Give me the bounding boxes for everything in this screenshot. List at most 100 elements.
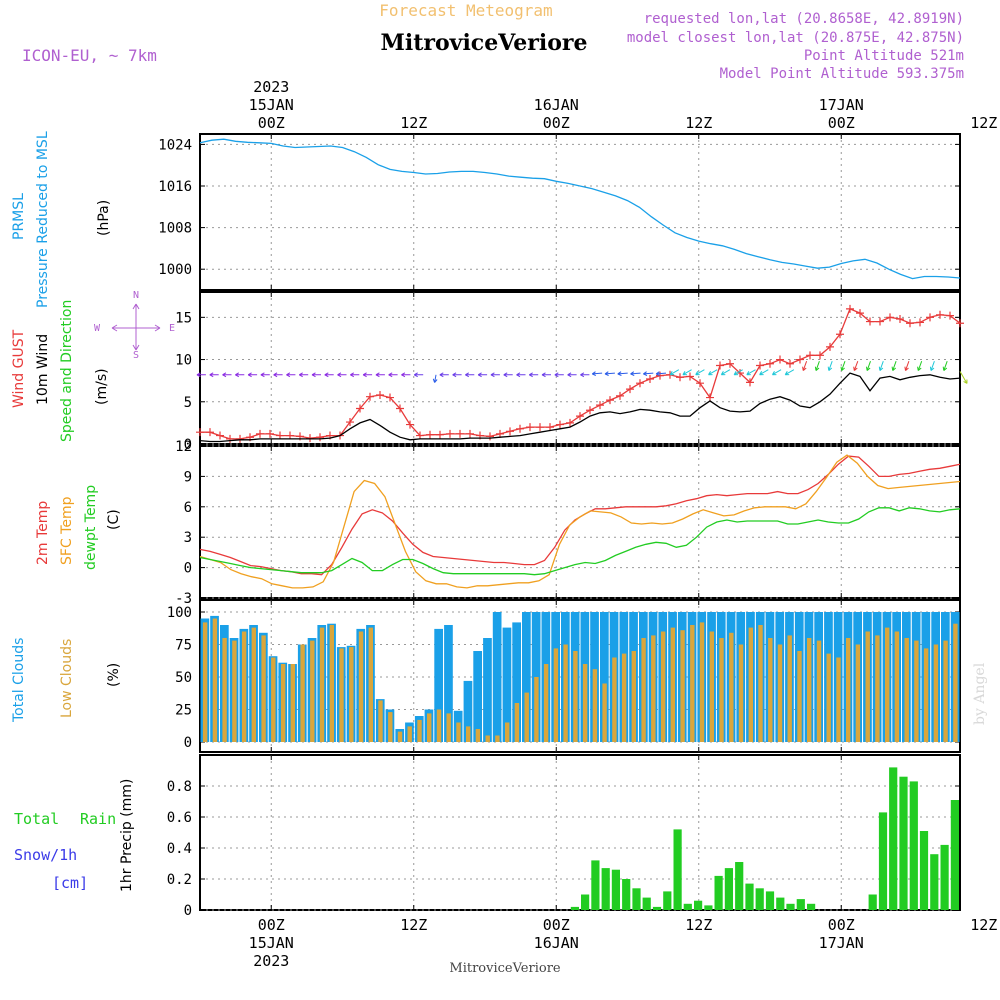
wind-direction-arrow-icon [247,372,258,378]
low-cloud-bar [543,664,549,742]
total-cloud-bar [492,612,502,742]
gust-marker [876,317,884,326]
wind-direction-arrow-icon [604,371,615,376]
precip-bar [591,860,600,910]
low-cloud-bar [651,635,656,742]
precip-bar [735,862,744,910]
gust-marker [556,420,564,429]
low-cloud-bar [923,648,929,742]
low-cloud-bar [748,627,753,742]
temp-2m-line [199,455,961,576]
wind-direction-arrow-icon [516,372,526,378]
low-cloud-bar [514,703,520,742]
low-cloud-bar [427,713,432,742]
top-axis-date-label: 15JAN [249,96,294,114]
low-cloud-bar [865,631,870,742]
low-cloud-bar [446,713,451,742]
gust-marker [446,429,454,438]
low-cloud-bar [699,622,705,742]
panel-precipitation: 0 0.2 0.4 0.6 0.8 [167,754,961,919]
low-cloud-bar [787,635,792,742]
precip-bar [694,900,703,910]
low-cloud-bar [222,638,227,742]
low-cloud-bar [846,638,851,742]
wind-direction-arrow-icon [375,372,385,378]
y-tick-label: 1016 [158,179,192,195]
precip-labels: Total Rain Snow/1h [cm] 1hr Precip (mm) [14,779,135,892]
wind-direction-arrow-icon [432,374,438,383]
low-cloud-bar [436,709,442,742]
gust-marker [306,434,314,443]
gust-marker [616,391,624,400]
precip-bar [786,903,795,910]
gust-marker [456,429,464,438]
bottom-axis-hour-label: 12Z [685,916,712,934]
y-tick-label: 0 [184,735,192,751]
low-cloud-bar [251,627,256,742]
low-cloud-bar [729,632,734,742]
footer-station: MitroviceVeriore [449,961,561,976]
low-cloud-bar [592,669,598,742]
precip-bar [570,906,579,910]
total-cloud-bar [502,627,512,742]
low-cloud-bar [241,631,247,742]
y-tick-label: 6 [184,500,192,516]
top-axis-hour-label: 12Z [685,114,712,132]
station-title: MitroviceVeriore [381,30,588,56]
panel-frame [199,599,961,753]
wind-direction-arrow-icon [720,369,731,376]
total-cloud-bar [444,625,453,742]
y-tick-label: -3 [175,591,192,607]
wind-direction-arrow-icon [904,361,910,371]
wind-direction-arrow-icon [222,372,232,378]
pressure-labels: PRMSL Pressure Reduced to MSL (hPa) [11,131,112,308]
compass-n: N [133,290,139,301]
bottom-axis-hour-label: 12Z [970,916,997,934]
gust-marker [946,311,954,320]
wind-direction-arrow-icon [260,372,270,378]
top-axis-year-label: 2023 [253,78,289,96]
gust-marker [496,429,504,438]
low-cloud-bar [709,631,714,742]
gust-marker [886,313,894,322]
precip-bar [807,903,816,910]
wind-direction-arrow-icon [452,372,462,378]
temp-label-2: SFC Temp [59,496,75,565]
gust-marker [516,424,524,433]
wind-direction-arrow-icon [209,372,219,378]
low-cloud-bar [777,644,783,742]
low-cloud-bar [505,722,510,742]
wind-direction-arrow-icon [298,372,309,378]
precip-bar [642,897,651,910]
wind-label-2: 10m Wind [35,334,51,405]
total-cloud-bar [473,651,482,742]
low-cloud-bar [680,630,685,742]
precip-bar [919,831,929,910]
bottom-axis-date-label: 16JAN [534,934,579,952]
watermark: by Angel [972,662,988,725]
precip-label-snow: Snow/1h [14,846,77,864]
wind-direction-arrow-icon [311,372,321,378]
low-cloud-bar [660,631,666,742]
wind-unit: (m/s) [94,368,110,405]
wind-direction-arrow-icon [286,372,296,378]
wind-direction-arrow-icon [477,372,488,378]
wind-direction-arrow-icon [959,371,968,384]
gust-marker [506,427,514,436]
compass-s: S [133,350,139,361]
top-axis-hour-label: 00Z [828,114,855,132]
panel-temperature: -3 0 3 6 9 12 [175,439,961,607]
cloud-labels: Total Clouds Low Clouds (%) [11,638,122,723]
low-cloud-bar [641,638,646,742]
gust-marker [716,361,724,370]
gust-marker [806,351,814,360]
gust-marker [856,309,864,318]
low-cloud-bar [232,640,237,742]
wind-direction-arrow-icon [591,371,603,376]
gust-marker [686,372,694,381]
gust-marker [356,404,364,413]
y-tick-label: 5 [184,395,192,411]
temp-sfc-line [199,454,961,589]
top-axis-hour-label: 00Z [543,114,570,132]
